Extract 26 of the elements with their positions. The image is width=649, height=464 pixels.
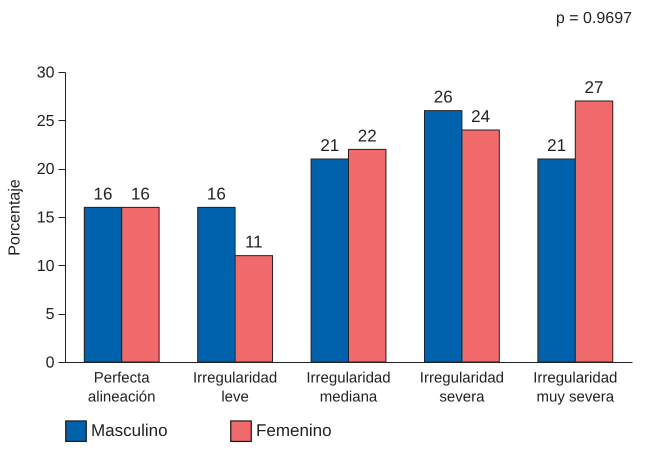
y-tick-label: 30 [36,64,55,82]
y-tick-label: 5 [46,306,55,324]
text: p = 0.9697 [556,10,632,27]
x-tick-label: Perfecta alineación [88,370,156,406]
x-tick-label: Irregularidad muy severa [533,370,618,406]
legend-label: Femenino [256,421,332,440]
y-axis-title: Porcentaje [6,179,24,256]
data-label: 16 [130,184,150,204]
data-label: 24 [471,107,490,126]
x-tick-label: Irregularidad leve [192,370,278,406]
x-tick-label: Irregularidad mediana [306,370,391,406]
legend-label: Masculino [91,421,168,440]
y-tick-label: 0 [46,354,55,372]
y-tick-label: 10 [36,258,55,275]
y-tick-label: 15 [36,210,55,226]
data-label: 21 [320,136,340,155]
y-tick-label: 20 [36,161,55,178]
y-tick-label: 25 [36,112,55,130]
data-label: 27 [584,78,604,97]
data-label: 22 [358,126,377,146]
x-tick-label: Irregularidad severa [420,370,504,406]
data-label: 21 [547,136,566,155]
data-label: 16 [94,184,112,204]
data-label: 11 [244,232,263,252]
data-label: 26 [434,88,453,107]
data-label: 16 [206,184,226,204]
